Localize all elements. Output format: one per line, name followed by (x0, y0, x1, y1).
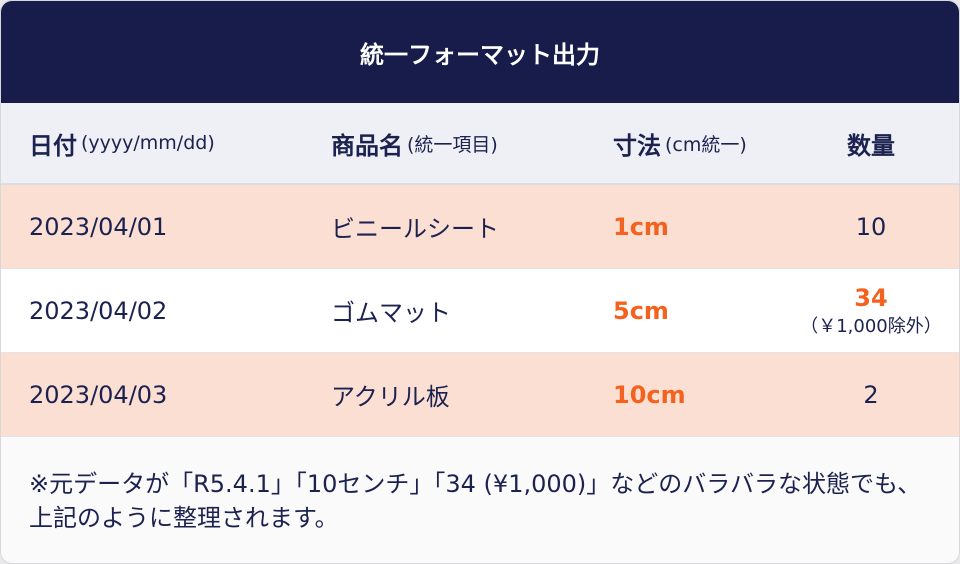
col-qty-label: 数量 (847, 131, 895, 160)
col-qty: 数量 (791, 103, 951, 183)
footer-note: ※元データが「R5.4.1」「10センチ」「34 (¥1,000)」などのバラバ… (29, 470, 922, 532)
size-cell: 1cm (613, 212, 669, 241)
qty-cell: 34 （￥1,000除外） (791, 269, 951, 352)
col-name: 商品名 (統一項目) (331, 103, 498, 183)
col-name-label: 商品名 (331, 131, 403, 160)
table-row: 2023/04/03 アクリル板 10cm 2 (1, 353, 959, 437)
table-header: 日付 (yyyy/mm/dd) 商品名 (統一項目) 寸法 (cm統一) 数量 (1, 103, 959, 185)
qty-value: 2 (863, 380, 879, 409)
date-cell: 2023/04/02 (29, 296, 168, 325)
date-cell: 2023/04/01 (29, 212, 168, 241)
col-name-sub: (統一項目) (407, 133, 498, 156)
col-size-label: 寸法 (613, 131, 661, 160)
table-row: 2023/04/02 ゴムマット 5cm 34 （￥1,000除外） (1, 269, 959, 353)
size-cell: 5cm (613, 296, 669, 325)
qty-cell: 10 (791, 185, 951, 268)
date-cell: 2023/04/03 (29, 380, 168, 409)
col-date-label: 日付 (29, 131, 77, 160)
col-date: 日付 (yyyy/mm/dd) (29, 103, 215, 183)
qty-value: 10 (855, 212, 887, 241)
col-size-sub: (cm統一) (665, 133, 747, 156)
qty-value: 34 (854, 283, 888, 312)
col-size: 寸法 (cm統一) (613, 103, 747, 183)
table-row: 2023/04/01 ビニールシート 1cm 10 (1, 185, 959, 269)
qty-note: （￥1,000除外） (800, 315, 942, 337)
name-cell: ビニールシート (331, 215, 499, 243)
col-date-sub: (yyyy/mm/dd) (81, 132, 215, 154)
card-title: 統一フォーマット出力 (1, 1, 959, 103)
size-cell: 10cm (613, 380, 686, 409)
qty-cell: 2 (791, 353, 951, 436)
name-cell: ゴムマット (331, 299, 451, 327)
name-cell: アクリル板 (331, 383, 450, 411)
